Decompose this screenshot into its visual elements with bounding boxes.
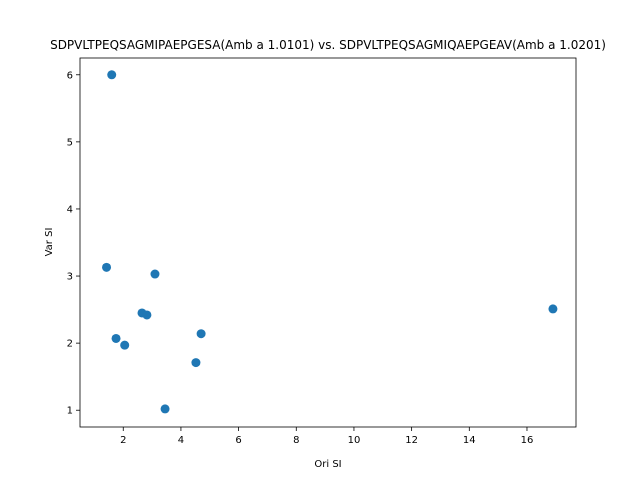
data-point (150, 269, 160, 279)
y-tick-label: 2 (67, 339, 73, 350)
x-tick-label: 14 (463, 435, 476, 446)
x-axis-label: Ori SI (314, 459, 341, 470)
data-point (102, 262, 112, 272)
y-tick-label: 4 (67, 204, 73, 215)
y-tick-label: 6 (67, 70, 73, 81)
y-tick-label: 1 (67, 406, 73, 417)
x-tick-label: 4 (178, 435, 184, 446)
y-tick-label: 5 (67, 137, 73, 148)
data-point (107, 70, 117, 80)
y-axis-label: Var SI (44, 228, 55, 257)
x-tick-label: 2 (120, 435, 126, 446)
x-tick-label: 6 (235, 435, 241, 446)
data-point (120, 340, 130, 350)
data-point (548, 304, 558, 314)
y-tick-label: 3 (67, 272, 73, 283)
data-point (160, 404, 170, 414)
data-point (191, 358, 201, 368)
data-point (142, 310, 152, 320)
x-tick-label: 10 (348, 435, 361, 446)
chart-title: SDPVLTPEQSAGMIPAEPGESA(Amb a 1.0101) vs.… (50, 38, 606, 52)
data-point (196, 329, 206, 339)
plot-frame (79, 57, 577, 428)
x-tick-label: 8 (293, 435, 299, 446)
x-tick-label: 16 (521, 435, 534, 446)
data-point (111, 333, 121, 343)
x-tick-label: 12 (405, 435, 418, 446)
